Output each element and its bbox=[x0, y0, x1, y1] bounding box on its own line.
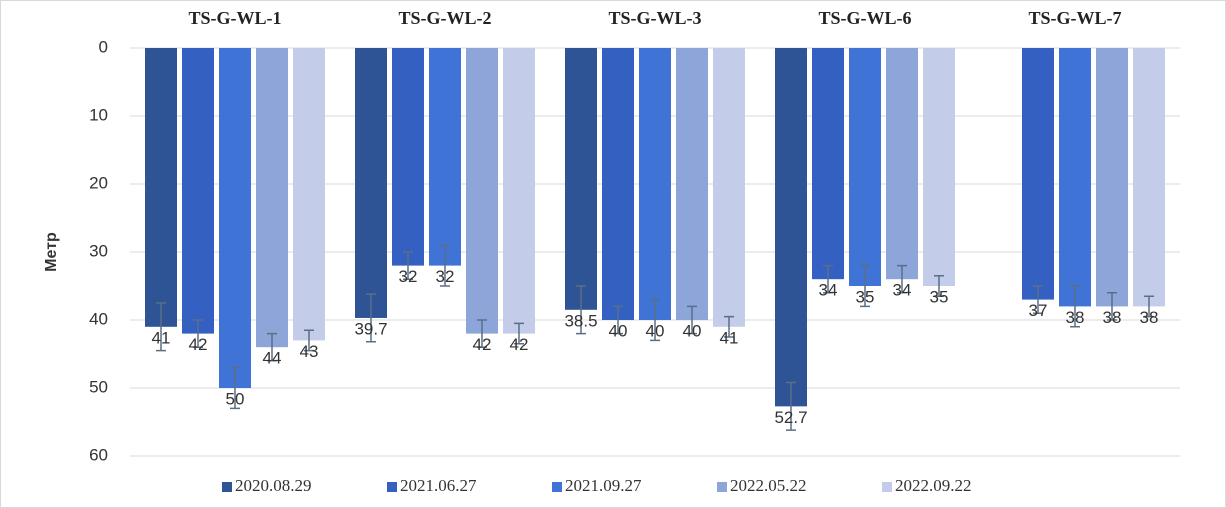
error-bar bbox=[724, 315, 734, 338]
bar bbox=[1096, 48, 1128, 307]
error-bar bbox=[440, 244, 450, 287]
data-label: 38.5 bbox=[564, 311, 597, 330]
y-tick-label: 60 bbox=[89, 445, 108, 464]
bar bbox=[392, 48, 424, 266]
data-label: 42 bbox=[510, 335, 529, 354]
bar bbox=[1059, 48, 1091, 307]
data-label: 38 bbox=[1066, 308, 1085, 327]
data-label: 38 bbox=[1103, 308, 1122, 327]
data-label: 32 bbox=[436, 267, 455, 286]
error-bar bbox=[156, 302, 166, 352]
bar bbox=[812, 48, 844, 280]
category-label: TS-G-WL-7 bbox=[1028, 8, 1121, 28]
error-bar bbox=[1033, 285, 1043, 314]
bar bbox=[355, 48, 387, 318]
bar bbox=[775, 48, 807, 407]
y-tick-label: 40 bbox=[89, 309, 108, 328]
y-tick-label: 30 bbox=[89, 241, 108, 260]
error-bar bbox=[366, 293, 376, 343]
bar bbox=[713, 48, 745, 327]
error-bar bbox=[403, 251, 413, 280]
bar bbox=[429, 48, 461, 266]
category-label: TS-G-WL-2 bbox=[398, 8, 491, 28]
legend-label: 2022.05.22 bbox=[730, 476, 807, 495]
data-label: 39.7 bbox=[354, 319, 387, 338]
error-bar bbox=[193, 319, 203, 348]
data-label: 34 bbox=[819, 281, 838, 300]
data-label: 41 bbox=[720, 328, 739, 347]
category-label: TS-G-WL-6 bbox=[818, 8, 911, 28]
data-label: 40 bbox=[683, 321, 702, 340]
data-label: 42 bbox=[473, 335, 492, 354]
bar bbox=[503, 48, 535, 334]
y-tick-label: 20 bbox=[89, 173, 108, 192]
error-bar bbox=[230, 366, 240, 410]
data-label: 38 bbox=[1140, 308, 1159, 327]
legend-label: 2022.09.22 bbox=[895, 476, 972, 495]
y-tick-label: 0 bbox=[99, 37, 108, 56]
bar bbox=[886, 48, 918, 280]
error-bar bbox=[477, 319, 487, 348]
data-label: 35 bbox=[856, 287, 875, 306]
bar bbox=[923, 48, 955, 286]
bar bbox=[182, 48, 214, 334]
bar bbox=[466, 48, 498, 334]
data-label: 40 bbox=[646, 321, 665, 340]
legend-swatch bbox=[387, 482, 397, 492]
error-bar bbox=[650, 298, 660, 342]
legend-label: 2021.06.27 bbox=[400, 476, 477, 495]
error-bar bbox=[514, 322, 524, 345]
legend-label: 2020.08.29 bbox=[235, 476, 312, 495]
error-bar bbox=[860, 264, 870, 308]
data-label: 52.7 bbox=[774, 408, 807, 427]
category-label: TS-G-WL-1 bbox=[188, 8, 281, 28]
error-bar bbox=[267, 332, 277, 362]
data-label: 32 bbox=[399, 267, 418, 286]
y-tick-label: 50 bbox=[89, 377, 108, 396]
error-bar bbox=[823, 264, 833, 294]
error-bar bbox=[613, 305, 623, 335]
data-label: 41 bbox=[152, 328, 171, 347]
error-bar bbox=[687, 305, 697, 335]
data-label: 50 bbox=[226, 389, 245, 408]
data-label: 44 bbox=[263, 349, 282, 368]
bar bbox=[1133, 48, 1165, 307]
bar bbox=[676, 48, 708, 320]
legend-swatch bbox=[882, 482, 892, 492]
bar bbox=[256, 48, 288, 348]
bar bbox=[639, 48, 671, 320]
data-label: 35 bbox=[930, 287, 949, 306]
bar bbox=[602, 48, 634, 320]
data-label: 37 bbox=[1029, 301, 1048, 320]
error-bar bbox=[304, 329, 314, 352]
bar bbox=[565, 48, 597, 310]
category-label: TS-G-WL-3 bbox=[608, 8, 701, 28]
legend-swatch bbox=[717, 482, 727, 492]
error-bar bbox=[934, 275, 944, 297]
bar bbox=[849, 48, 881, 286]
bar bbox=[219, 48, 251, 388]
error-bar bbox=[1144, 295, 1154, 318]
error-bar bbox=[1070, 285, 1080, 328]
legend-label: 2021.09.27 bbox=[565, 476, 642, 495]
error-bar bbox=[897, 264, 907, 294]
bar bbox=[293, 48, 325, 341]
legend-swatch bbox=[552, 482, 562, 492]
bar bbox=[1022, 48, 1054, 300]
data-label: 43 bbox=[300, 342, 319, 361]
error-bar bbox=[1107, 292, 1117, 321]
bar bbox=[145, 48, 177, 327]
y-axis-label: Метр bbox=[43, 232, 60, 272]
error-bar bbox=[786, 381, 796, 431]
y-tick-label: 10 bbox=[89, 105, 108, 124]
error-bar bbox=[576, 285, 586, 335]
legend-swatch bbox=[222, 482, 232, 492]
data-label: 34 bbox=[893, 281, 912, 300]
data-label: 40 bbox=[609, 321, 628, 340]
data-label: 42 bbox=[189, 335, 208, 354]
